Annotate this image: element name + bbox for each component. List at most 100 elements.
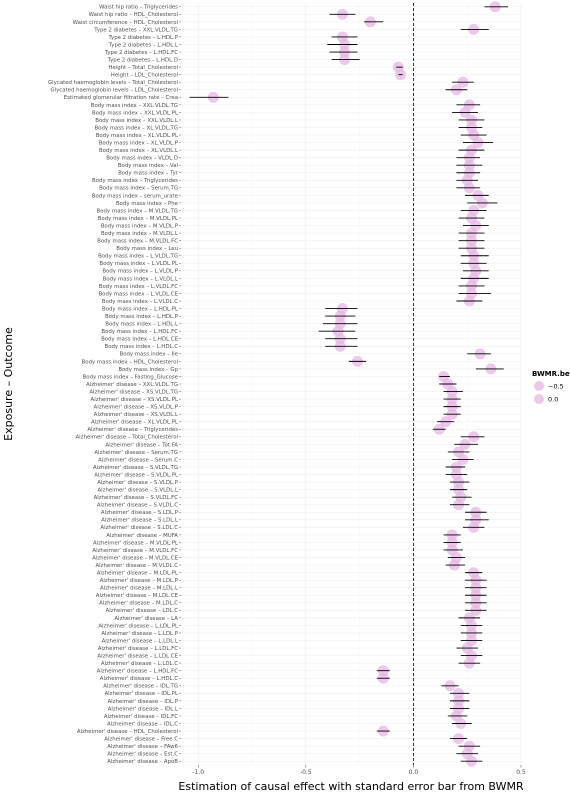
- y-label-2: Waist circumference – HDL_Cholesterol: [73, 20, 178, 26]
- y-label-47: Body mass index – HDL_Cholesterol: [82, 359, 178, 365]
- y-label-16: Body mass index – XL.VLDL.TG: [94, 125, 178, 131]
- y-label-6: Type 2 diabetes – L.HDL.FC: [104, 50, 178, 56]
- y-label-76: Alzheimer' disease – M.LDL.P: [100, 578, 179, 584]
- y-label-27: Body mass index – M.VLDL.TG: [97, 208, 178, 214]
- y-label-34: Body mass index – L.VLDL.PL: [99, 261, 178, 267]
- y-label-45: Body mass index – L.HDL.C: [105, 344, 179, 350]
- y-label-8: Height – Total_Cholesterol: [108, 65, 178, 71]
- y-label-52: Alzheimer' disease – XS.VLDL.PL: [91, 397, 178, 403]
- y-label-90: Alzheimer' disease – IDL.TG: [103, 684, 178, 690]
- y-label-55: Alzheimer' disease – XL.VLDL.PL: [91, 420, 178, 426]
- y-label-5: Type 2 diabetes – L.HDL.L: [108, 42, 178, 48]
- x-tick-label-3: 0.5: [516, 769, 526, 776]
- x-tick-label-2: 0.0: [409, 769, 419, 776]
- y-label-31: Body mass index – M.VLDL.FC: [97, 239, 178, 245]
- y-label-19: Body mass index – XL.VLDL.L: [99, 148, 178, 154]
- y-label-11: Glycated haemoglobin levels – LDL_Choles…: [50, 88, 178, 94]
- y-label-100: Alzheimer' disease – ApoB: [107, 759, 178, 765]
- legend-key-1: [534, 394, 544, 404]
- y-label-48: Body mass index – Gp: [118, 367, 178, 373]
- y-label-56: Alzheimer' disease – Triglycerides: [87, 427, 178, 433]
- y-label-29: Body mass index – M.VLDL.P: [101, 223, 179, 229]
- y-label-70: Alzheimer' disease – MUFA: [106, 533, 178, 539]
- legend-label-1: 0.0: [548, 396, 558, 404]
- y-label-93: Alzheimer' disease – IDL.L: [108, 706, 178, 712]
- y-label-94: Alzheimer' disease – IDL.FC: [104, 714, 178, 720]
- y-label-69: Alzheimer' disease – S.LDL.C: [100, 525, 178, 531]
- y-label-67: Alzheimer' disease – S.LDL.P: [101, 510, 179, 516]
- y-label-92: Alzheimer' disease – IDL.P: [107, 699, 178, 705]
- y-label-99: Alzheimer' disease – Est.C: [107, 752, 178, 758]
- y-label-3: Type 2 diabetes – XXL.VLDL.TG: [93, 27, 178, 33]
- y-label-32: Body mass index – Leu: [116, 246, 178, 252]
- y-label-60: Alzheimer' disease – Serum.C: [98, 457, 178, 463]
- y-label-1: Waist hip ratio – HDL_Cholesterol: [89, 12, 178, 18]
- y-label-62: Alzheimer' disease – S.VLDL.PL: [94, 472, 178, 478]
- legend: BWMR.beta −0.5 0.0: [532, 370, 570, 404]
- y-label-65: Alzheimer' disease – S.VLDL.FC: [94, 495, 179, 501]
- y-axis-title: Exposure – Outcome: [2, 327, 15, 441]
- y-label-87: Alzheimer' disease – L.LDL.C: [101, 661, 178, 667]
- y-label-58: Alzheimer' disease – Tot.FA: [105, 442, 178, 448]
- y-label-98: Alzheimer' disease – FAw6: [107, 744, 178, 750]
- y-label-54: Alzheimer' disease – XS.VLDL.L: [94, 412, 178, 418]
- y-label-0: Waist hip ratio – Triglycerides: [99, 5, 178, 11]
- y-label-33: Body mass index – L.VLDL.TG: [98, 254, 178, 260]
- y-label-22: Body mass index – Tyr: [118, 171, 179, 177]
- data-marks: [189, 1, 509, 767]
- y-label-73: Alzheimer' disease – M.VLDL.CE: [92, 555, 179, 561]
- y-label-79: Alzheimer' disease – M.LDL.C: [99, 601, 178, 607]
- y-label-63: Alzheimer' disease – S.VLDL.P: [97, 480, 179, 486]
- y-label-50: Alzheimer' disease – XXL.VLDL.TG: [86, 382, 178, 388]
- y-label-28: Body mass index – M.VLDL.PL: [98, 216, 178, 222]
- y-label-57: Alzheimer' disease – Total_Cholesterol: [75, 435, 178, 441]
- x-tick-label-0: -1.0: [192, 769, 204, 776]
- y-label-41: Body mass index – L.HDL.P: [105, 314, 179, 320]
- y-label-83: Alzheimer' disease – L.LDL.P: [101, 631, 178, 637]
- y-label-36: Body mass index – L.VLDL.L: [103, 276, 178, 282]
- x-tick-label-1: -0.5: [300, 769, 312, 776]
- legend-label-0: −0.5: [548, 383, 564, 391]
- x-tick-labels: -1.0 -0.5 0.0 0.5: [192, 765, 526, 776]
- y-label-23: Body mass index – Triglycerides: [92, 178, 178, 184]
- y-label-24: Body mass index – Serum.TG: [99, 186, 178, 192]
- y-label-68: Alzheimer' disease – S.LDL.L: [101, 518, 178, 524]
- y-label-21: Body mass index – Val: [118, 163, 178, 169]
- y-label-9: Height – LDL_Cholesterol: [111, 73, 178, 79]
- y-label-86: Alzheimer' disease – L.LDL.CE: [97, 654, 178, 660]
- y-label-84: Alzheimer' disease – L.LDL.L: [102, 638, 178, 644]
- y-label-37: Body mass index – L.VLDL.FC: [99, 284, 178, 290]
- y-label-10: Glycated haemoglobin levels – Total_Chol…: [48, 80, 178, 86]
- y-label-95: Alzheimer' disease – IDL.C: [107, 721, 178, 727]
- y-label-97: Alzheimer' disease – Free.C: [104, 736, 178, 742]
- y-label-12: Estimated glomerular filtration rate – C…: [64, 95, 178, 101]
- y-label-25: Body mass index – serum_urate: [92, 193, 179, 199]
- y-label-59: Alzheimer' disease – Serum.TG: [94, 450, 178, 456]
- y-label-78: Alzheimer' disease – M.LDL.CE: [96, 593, 179, 599]
- y-label-42: Body mass index – L.HDL.L: [105, 322, 178, 328]
- y-label-35: Body mass index – L.VLDL.P: [102, 269, 178, 275]
- y-label-81: Alzheimer' disease – LA: [114, 616, 178, 622]
- legend-key-0: [534, 381, 544, 391]
- y-label-30: Body mass index – M.VLDL.L: [101, 231, 178, 237]
- y-label-4: Type 2 diabetes – L.HDL.P: [108, 35, 179, 41]
- y-label-39: Body mass index – L.VLDL.C: [102, 299, 178, 305]
- y-label-14: Body mass index – XXL.VLDL.PL: [92, 110, 178, 116]
- y-label-53: Alzheimer' disease – XS.VLDL.P: [94, 405, 179, 411]
- y-label-17: Body mass index – XL.VLDL.PL: [96, 133, 178, 139]
- y-label-82: Alzheimer' disease – L.LDL.PL: [98, 623, 178, 629]
- y-label-74: Alzheimer' disease – M.VLDL.C: [95, 563, 178, 569]
- y-label-71: Alzheimer' disease – M.VLDL.PL: [93, 540, 178, 546]
- y-label-89: Alzheimer' disease – L.HDL.C: [100, 676, 178, 682]
- y-label-85: Alzheimer' disease – L.LDL.FC: [98, 646, 179, 652]
- y-label-43: Body mass index – L.HDL.FC: [101, 329, 178, 335]
- y-label-18: Body mass index – XL.VLDL.P: [99, 140, 179, 146]
- y-label-91: Alzheimer' disease – IDL.PL: [104, 691, 178, 697]
- y-label-96: Alzheimer' disease – HDL_Cholesterol: [77, 729, 178, 735]
- y-label-66: Alzheimer' disease – S.VLDL.C: [97, 503, 179, 509]
- y-label-20: Body mass index – VLDL.D: [106, 156, 178, 162]
- y-label-38: Body mass index – L.VLDL.CE: [98, 291, 178, 297]
- y-label-75: Alzheimer' disease – M.LDL.PL: [97, 571, 178, 577]
